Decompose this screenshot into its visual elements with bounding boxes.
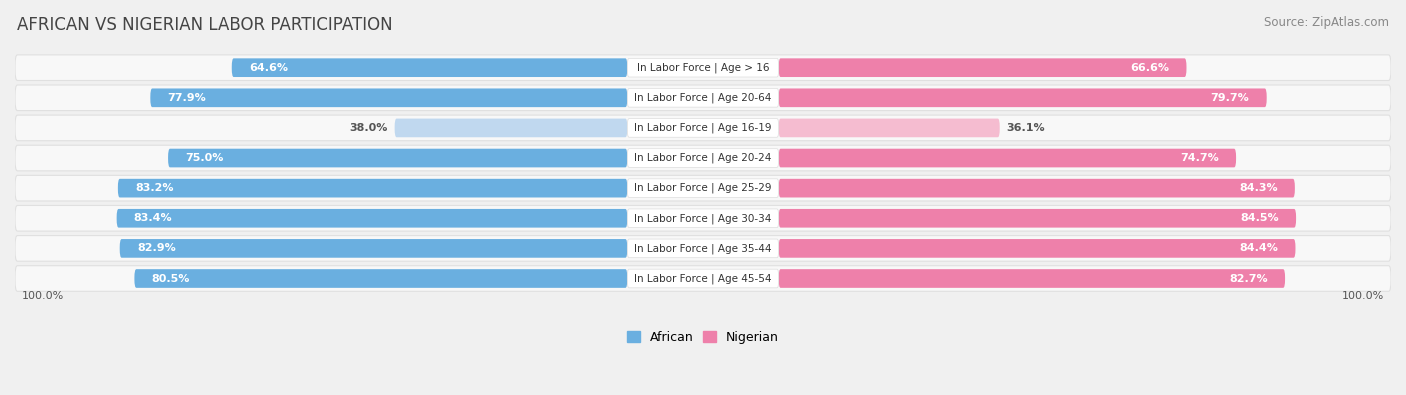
Text: In Labor Force | Age 30-34: In Labor Force | Age 30-34 bbox=[634, 213, 772, 224]
FancyBboxPatch shape bbox=[395, 118, 627, 137]
FancyBboxPatch shape bbox=[15, 55, 1391, 81]
Text: 38.0%: 38.0% bbox=[349, 123, 388, 133]
FancyBboxPatch shape bbox=[15, 85, 1391, 111]
FancyBboxPatch shape bbox=[15, 175, 1391, 201]
FancyBboxPatch shape bbox=[117, 209, 627, 228]
Text: 79.7%: 79.7% bbox=[1211, 93, 1250, 103]
Text: 80.5%: 80.5% bbox=[152, 273, 190, 284]
FancyBboxPatch shape bbox=[779, 58, 1187, 77]
Text: In Labor Force | Age > 16: In Labor Force | Age > 16 bbox=[637, 62, 769, 73]
Text: 83.2%: 83.2% bbox=[135, 183, 173, 193]
Text: 36.1%: 36.1% bbox=[1007, 123, 1045, 133]
FancyBboxPatch shape bbox=[15, 235, 1391, 261]
Text: 74.7%: 74.7% bbox=[1180, 153, 1219, 163]
FancyBboxPatch shape bbox=[150, 88, 627, 107]
Text: 83.4%: 83.4% bbox=[134, 213, 173, 223]
FancyBboxPatch shape bbox=[779, 149, 1236, 167]
Text: In Labor Force | Age 20-64: In Labor Force | Age 20-64 bbox=[634, 92, 772, 103]
Text: 77.9%: 77.9% bbox=[167, 93, 207, 103]
Text: 100.0%: 100.0% bbox=[1341, 291, 1384, 301]
FancyBboxPatch shape bbox=[627, 269, 779, 288]
FancyBboxPatch shape bbox=[627, 118, 779, 137]
FancyBboxPatch shape bbox=[779, 118, 1000, 137]
FancyBboxPatch shape bbox=[779, 209, 1296, 228]
FancyBboxPatch shape bbox=[135, 269, 627, 288]
Text: 84.3%: 84.3% bbox=[1239, 183, 1278, 193]
FancyBboxPatch shape bbox=[15, 115, 1391, 141]
FancyBboxPatch shape bbox=[169, 149, 627, 167]
FancyBboxPatch shape bbox=[779, 269, 1285, 288]
Text: In Labor Force | Age 35-44: In Labor Force | Age 35-44 bbox=[634, 243, 772, 254]
Text: In Labor Force | Age 45-54: In Labor Force | Age 45-54 bbox=[634, 273, 772, 284]
FancyBboxPatch shape bbox=[627, 179, 779, 198]
FancyBboxPatch shape bbox=[118, 179, 627, 198]
Text: 64.6%: 64.6% bbox=[249, 63, 288, 73]
Text: 75.0%: 75.0% bbox=[186, 153, 224, 163]
FancyBboxPatch shape bbox=[15, 145, 1391, 171]
Text: 82.9%: 82.9% bbox=[136, 243, 176, 253]
Text: 84.4%: 84.4% bbox=[1240, 243, 1278, 253]
FancyBboxPatch shape bbox=[779, 239, 1295, 258]
FancyBboxPatch shape bbox=[779, 179, 1295, 198]
Text: In Labor Force | Age 16-19: In Labor Force | Age 16-19 bbox=[634, 123, 772, 133]
Text: 100.0%: 100.0% bbox=[22, 291, 65, 301]
Legend: African, Nigerian: African, Nigerian bbox=[623, 326, 783, 349]
FancyBboxPatch shape bbox=[120, 239, 627, 258]
Text: In Labor Force | Age 25-29: In Labor Force | Age 25-29 bbox=[634, 183, 772, 194]
FancyBboxPatch shape bbox=[15, 266, 1391, 291]
FancyBboxPatch shape bbox=[627, 209, 779, 228]
Text: 82.7%: 82.7% bbox=[1229, 273, 1268, 284]
Text: In Labor Force | Age 20-24: In Labor Force | Age 20-24 bbox=[634, 153, 772, 163]
FancyBboxPatch shape bbox=[779, 88, 1267, 107]
Text: Source: ZipAtlas.com: Source: ZipAtlas.com bbox=[1264, 16, 1389, 29]
Text: 66.6%: 66.6% bbox=[1130, 63, 1170, 73]
FancyBboxPatch shape bbox=[627, 58, 779, 77]
Text: AFRICAN VS NIGERIAN LABOR PARTICIPATION: AFRICAN VS NIGERIAN LABOR PARTICIPATION bbox=[17, 16, 392, 34]
FancyBboxPatch shape bbox=[232, 58, 627, 77]
FancyBboxPatch shape bbox=[627, 88, 779, 107]
FancyBboxPatch shape bbox=[627, 239, 779, 258]
FancyBboxPatch shape bbox=[627, 149, 779, 167]
Text: 84.5%: 84.5% bbox=[1240, 213, 1279, 223]
FancyBboxPatch shape bbox=[15, 205, 1391, 231]
